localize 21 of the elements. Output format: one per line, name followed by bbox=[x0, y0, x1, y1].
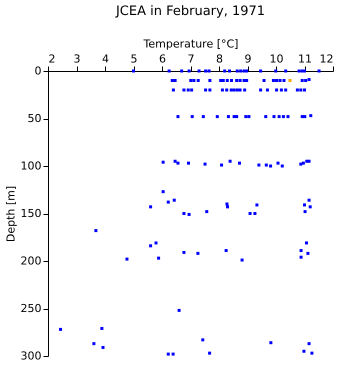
y-tick-label: 250 bbox=[20, 302, 42, 315]
y-tick-label: 0 bbox=[34, 64, 42, 78]
x-tick-label: 9 bbox=[244, 52, 252, 66]
x-axis-title: Temperature [°C] bbox=[142, 38, 238, 50]
y-tick-label: 300 bbox=[20, 350, 42, 362]
x-tick-label: 11 bbox=[298, 52, 312, 66]
x-tick-label: 12 bbox=[320, 52, 334, 66]
x-tick-label: 10 bbox=[270, 52, 284, 66]
y-tick-label: 200 bbox=[20, 254, 42, 268]
x-tick-label: 8 bbox=[216, 52, 223, 66]
y-tick-label: 150 bbox=[20, 207, 42, 220]
x-tick-label: 4 bbox=[102, 52, 109, 66]
x-tick-label: 5 bbox=[130, 52, 138, 66]
x-tick-label: 3 bbox=[74, 52, 80, 66]
x-tick-label: 2 bbox=[48, 52, 56, 66]
y-tick-label: 100 bbox=[20, 160, 42, 172]
x-tick-label: 6 bbox=[159, 52, 166, 66]
y-tick-label: 50 bbox=[28, 112, 42, 125]
y-axis-title: Depth [m] bbox=[4, 186, 18, 242]
x-tick-label: 7 bbox=[188, 52, 194, 66]
chart-title: JCEA in February, 1971 bbox=[114, 4, 266, 19]
